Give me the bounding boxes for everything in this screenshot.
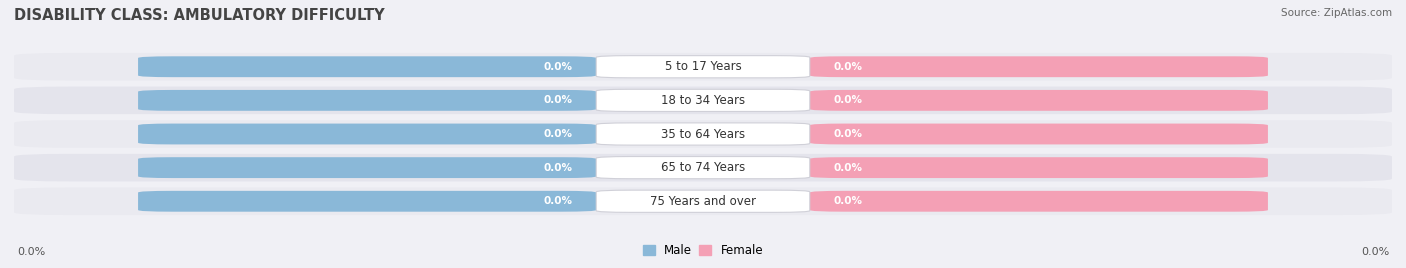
FancyBboxPatch shape — [810, 191, 1268, 212]
FancyBboxPatch shape — [596, 190, 810, 212]
Text: 0.0%: 0.0% — [834, 163, 862, 173]
Text: 0.0%: 0.0% — [544, 95, 572, 105]
FancyBboxPatch shape — [14, 120, 1392, 148]
Text: 0.0%: 0.0% — [834, 196, 862, 206]
FancyBboxPatch shape — [138, 56, 596, 77]
FancyBboxPatch shape — [138, 191, 596, 212]
FancyBboxPatch shape — [14, 53, 1392, 80]
Text: 0.0%: 0.0% — [544, 129, 572, 139]
FancyBboxPatch shape — [810, 56, 1268, 77]
Text: 0.0%: 0.0% — [1361, 247, 1389, 257]
Text: 0.0%: 0.0% — [544, 196, 572, 206]
Text: 0.0%: 0.0% — [544, 62, 572, 72]
FancyBboxPatch shape — [14, 154, 1392, 181]
FancyBboxPatch shape — [596, 123, 810, 145]
Text: 0.0%: 0.0% — [834, 62, 862, 72]
Text: 35 to 64 Years: 35 to 64 Years — [661, 128, 745, 140]
FancyBboxPatch shape — [810, 157, 1268, 178]
Text: DISABILITY CLASS: AMBULATORY DIFFICULTY: DISABILITY CLASS: AMBULATORY DIFFICULTY — [14, 8, 385, 23]
FancyBboxPatch shape — [596, 157, 810, 179]
FancyBboxPatch shape — [138, 124, 596, 144]
FancyBboxPatch shape — [138, 90, 596, 111]
FancyBboxPatch shape — [14, 188, 1392, 215]
FancyBboxPatch shape — [14, 87, 1392, 114]
Text: 18 to 34 Years: 18 to 34 Years — [661, 94, 745, 107]
Text: 0.0%: 0.0% — [834, 95, 862, 105]
Text: 0.0%: 0.0% — [17, 247, 45, 257]
Text: 65 to 74 Years: 65 to 74 Years — [661, 161, 745, 174]
Text: 75 Years and over: 75 Years and over — [650, 195, 756, 208]
Text: 5 to 17 Years: 5 to 17 Years — [665, 60, 741, 73]
Legend: Male, Female: Male, Female — [638, 239, 768, 262]
FancyBboxPatch shape — [810, 90, 1268, 111]
Text: 0.0%: 0.0% — [834, 129, 862, 139]
FancyBboxPatch shape — [810, 124, 1268, 144]
Text: Source: ZipAtlas.com: Source: ZipAtlas.com — [1281, 8, 1392, 18]
FancyBboxPatch shape — [596, 56, 810, 78]
Text: 0.0%: 0.0% — [544, 163, 572, 173]
FancyBboxPatch shape — [596, 89, 810, 111]
FancyBboxPatch shape — [138, 157, 596, 178]
